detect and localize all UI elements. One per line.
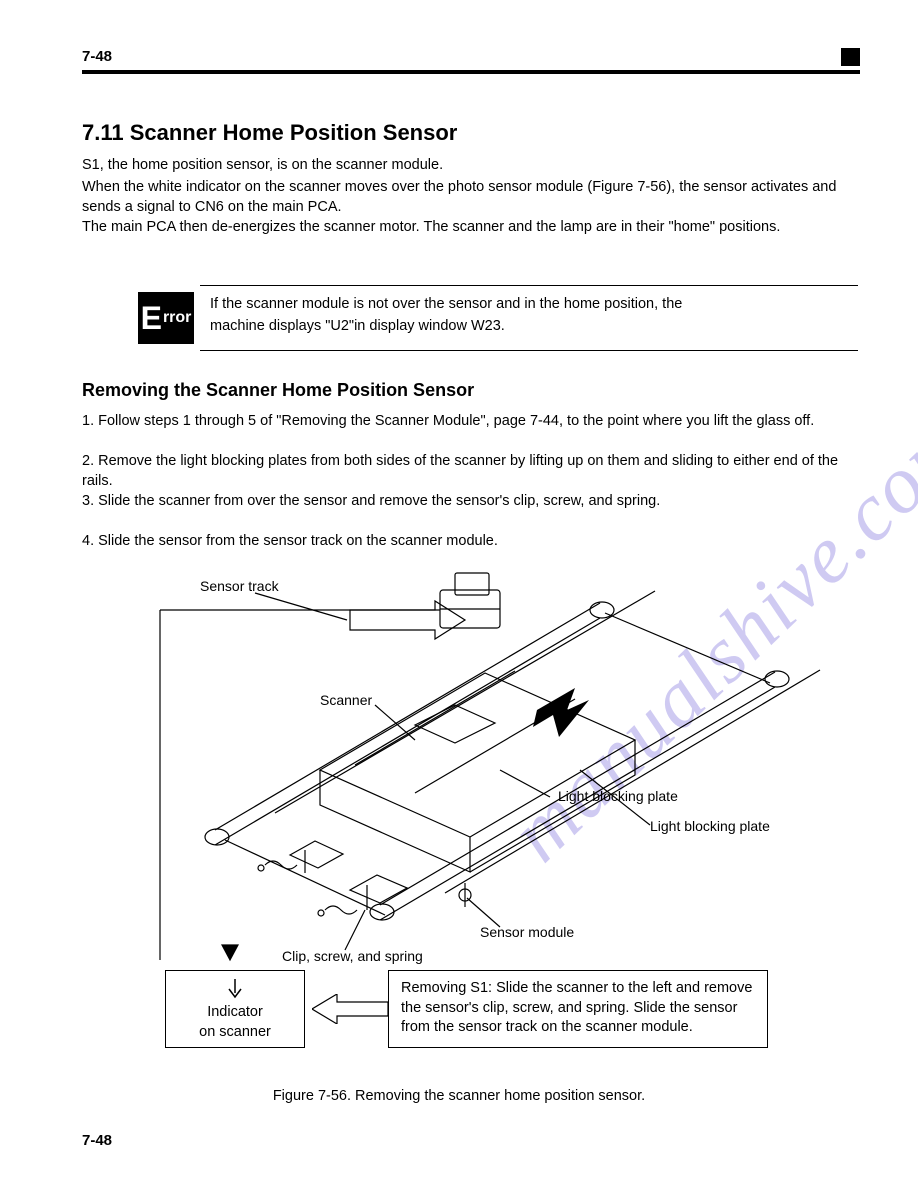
error-icon-e: E xyxy=(141,302,162,334)
box-removing-line3: from the sensor track on the scanner mod… xyxy=(401,1018,755,1038)
error-icon-rror: rror xyxy=(163,310,191,326)
callout-scanner: Scanner xyxy=(320,692,372,708)
error-text-line1: If the scanner module is not over the se… xyxy=(210,296,858,312)
box-removing-line1: Removing S1: Slide the scanner to the le… xyxy=(401,979,755,999)
box-removing: Removing S1: Slide the scanner to the le… xyxy=(388,970,768,1048)
step-3: 3. Slide the scanner from over the senso… xyxy=(82,492,858,512)
figure-label: Figure 7-56. Removing the scanner home p… xyxy=(0,1088,918,1104)
step-1: 1. Follow steps 1 through 5 of "Removing… xyxy=(82,412,858,432)
error-text-line2: machine displays "U2"in display window W… xyxy=(210,318,858,334)
step-2: 2. Remove the light blocking plates from… xyxy=(82,452,858,491)
section-title: 7.11 Scanner Home Position Sensor xyxy=(82,120,457,146)
paragraph-1: S1, the home position sensor, is on the … xyxy=(82,156,858,176)
rule-top xyxy=(200,285,858,286)
section-tab-marker xyxy=(841,48,860,66)
callout-light-blocking-plate-1: Light blocking plate xyxy=(558,788,678,804)
box-indicator: Indicatoron scanner xyxy=(165,970,305,1048)
callout-sensor-track: Sensor track xyxy=(200,578,279,594)
error-icon: E rror xyxy=(138,292,194,344)
callout-sensor-module: Sensor module xyxy=(480,924,574,940)
callout-light-blocking-plate-2: Light blocking plate xyxy=(650,818,770,834)
rule-bottom xyxy=(200,350,858,351)
down-arrow-icon xyxy=(226,979,244,1001)
box-indicator-text: Indicatoron scanner xyxy=(199,1004,271,1040)
page-number-top: 7-48 xyxy=(82,48,112,65)
paragraph-3: The main PCA then de-energizes the scann… xyxy=(82,218,858,238)
box-removing-line2: the sensor's clip, screw, and spring. Sl… xyxy=(401,999,755,1019)
step-4: 4. Slide the sensor from the sensor trac… xyxy=(82,532,858,552)
paragraph-2: When the white indicator on the scanner … xyxy=(82,178,858,217)
header-rule xyxy=(82,48,860,74)
subsection-title: Removing the Scanner Home Position Senso… xyxy=(82,380,474,401)
page-number-bottom: 7-48 xyxy=(82,1132,112,1149)
callout-clip-screw-spring: Clip, screw, and spring xyxy=(282,948,423,964)
hollow-arrow-left-icon xyxy=(312,994,388,1024)
